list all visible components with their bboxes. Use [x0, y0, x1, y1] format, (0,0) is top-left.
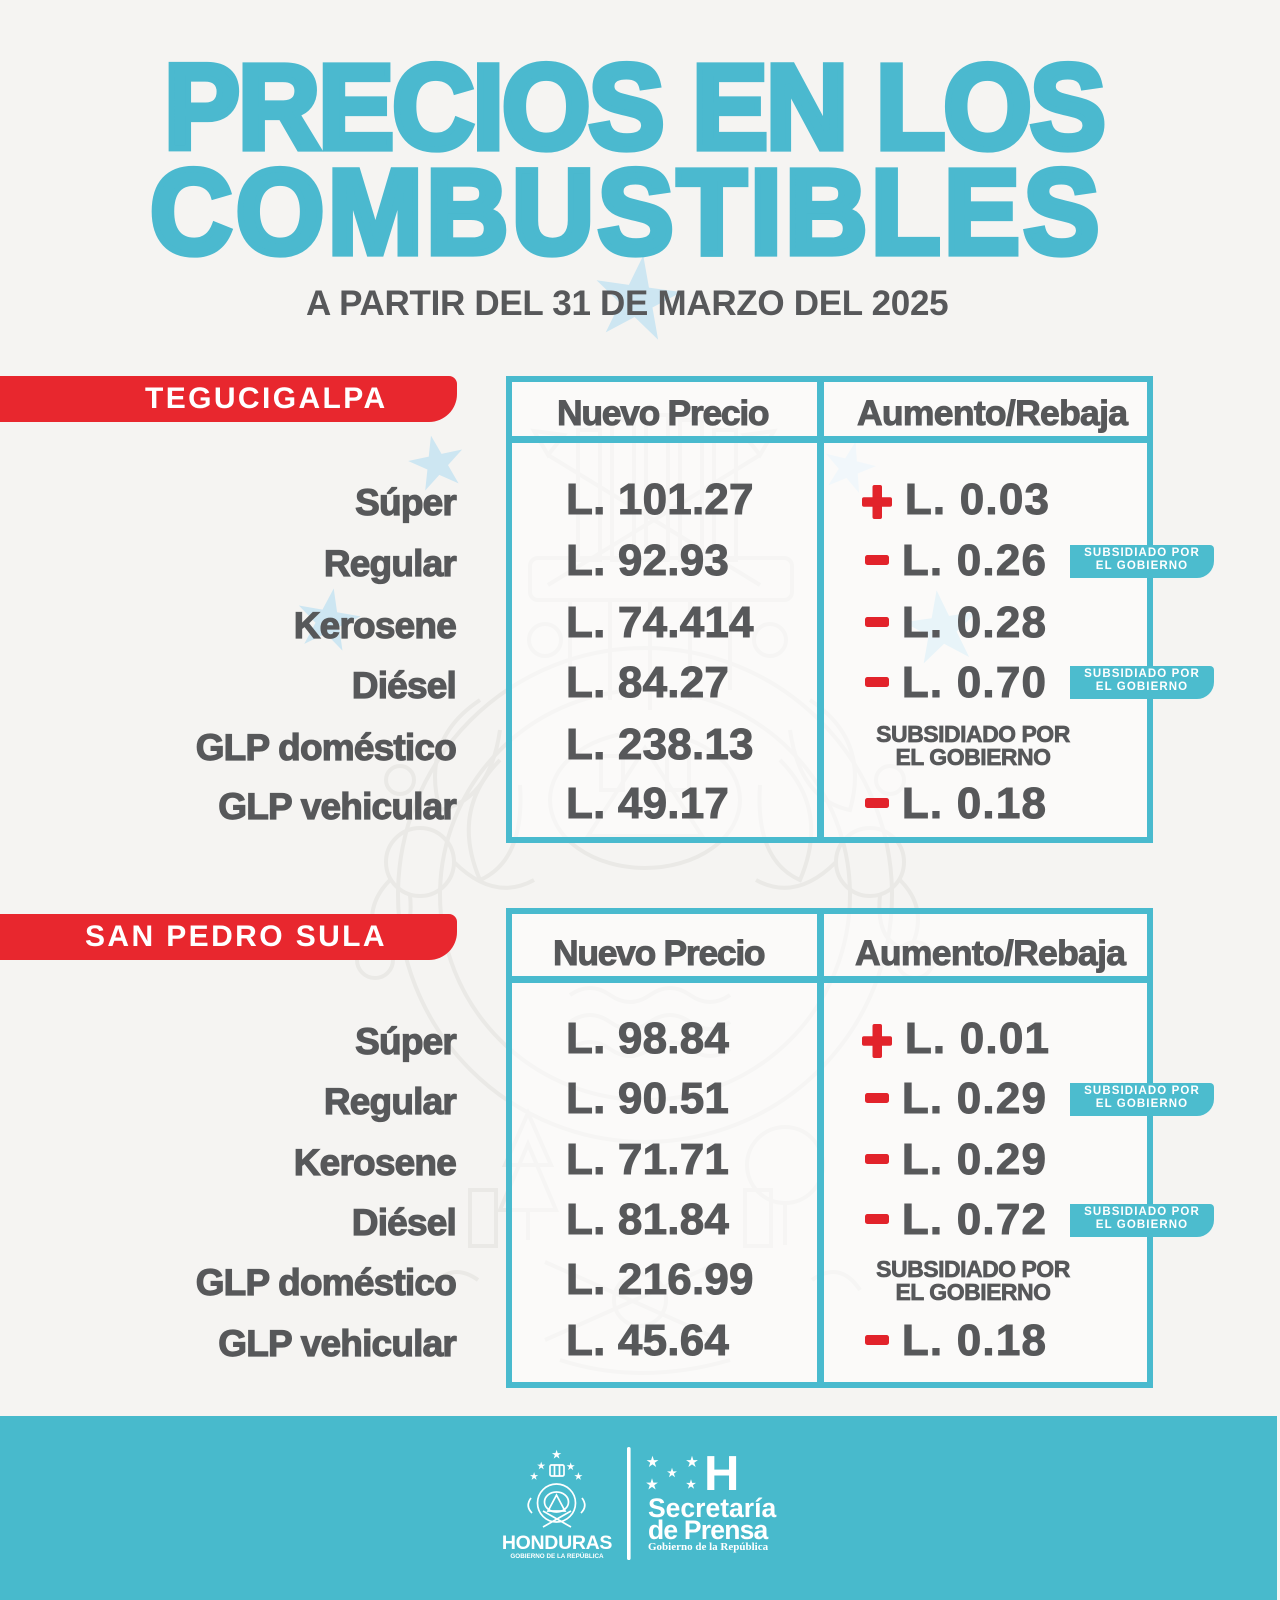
svg-text:Gobierno de la República: Gobierno de la República: [648, 1541, 769, 1553]
svg-text:de Prensa: de Prensa: [648, 1515, 769, 1545]
svg-text:Secretaría: Secretaría: [648, 1493, 776, 1523]
svg-text:H: H: [704, 1447, 739, 1501]
svg-text:GOBIERNO DE LA REPÚBLICA: GOBIERNO DE LA REPÚBLICA: [510, 1551, 604, 1560]
svg-text:HONDURAS: HONDURAS: [502, 1532, 613, 1554]
